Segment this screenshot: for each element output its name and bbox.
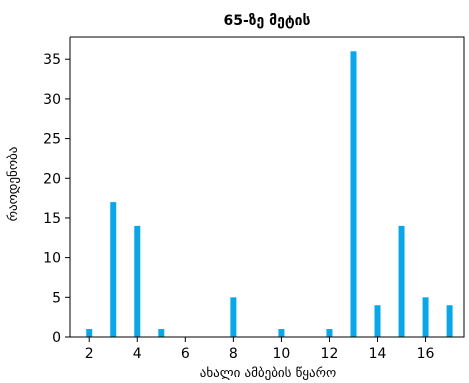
bar-10 <box>278 329 285 337</box>
bar-16 <box>422 297 429 337</box>
y-tick-label-35: 35 <box>43 52 61 68</box>
x-tick-label-10: 10 <box>273 346 291 362</box>
bar-13 <box>350 51 357 337</box>
y-axis-label: რაოდენობა <box>6 147 21 222</box>
x-tick-label-14: 14 <box>369 346 387 362</box>
bar-8 <box>230 297 237 337</box>
chart-title: 65-ზე მეტის <box>223 13 310 29</box>
y-tick-label-30: 30 <box>43 92 61 108</box>
y-tick-label-25: 25 <box>43 132 61 148</box>
x-tick-label-6: 6 <box>181 346 190 362</box>
y-tick-label-10: 10 <box>43 251 61 267</box>
bars-group <box>86 51 453 337</box>
x-axis: 2 4 6 8 10 12 14 16 <box>85 337 435 362</box>
bar-2 <box>86 329 93 337</box>
x-tick-label-4: 4 <box>133 346 142 362</box>
x-axis-label: ახალი ამბების წყარო <box>200 366 336 381</box>
y-tick-label-20: 20 <box>43 171 61 187</box>
y-tick-label-15: 15 <box>43 211 61 227</box>
bar-17 <box>446 305 453 337</box>
bar-14 <box>374 305 381 337</box>
y-axis: 0 5 10 15 20 25 30 35 <box>43 52 70 346</box>
bar-3 <box>110 202 117 337</box>
bar-5 <box>158 329 165 337</box>
x-tick-label-2: 2 <box>85 346 94 362</box>
axis-frame <box>69 36 465 338</box>
x-tick-label-12: 12 <box>321 346 339 362</box>
y-tick-label-5: 5 <box>52 290 61 306</box>
bar-4 <box>134 225 141 337</box>
y-tick-label-0: 0 <box>52 330 61 346</box>
bar-12 <box>326 329 333 337</box>
x-tick-label-8: 8 <box>229 346 238 362</box>
bar-15 <box>398 225 405 337</box>
x-tick-label-16: 16 <box>417 346 435 362</box>
